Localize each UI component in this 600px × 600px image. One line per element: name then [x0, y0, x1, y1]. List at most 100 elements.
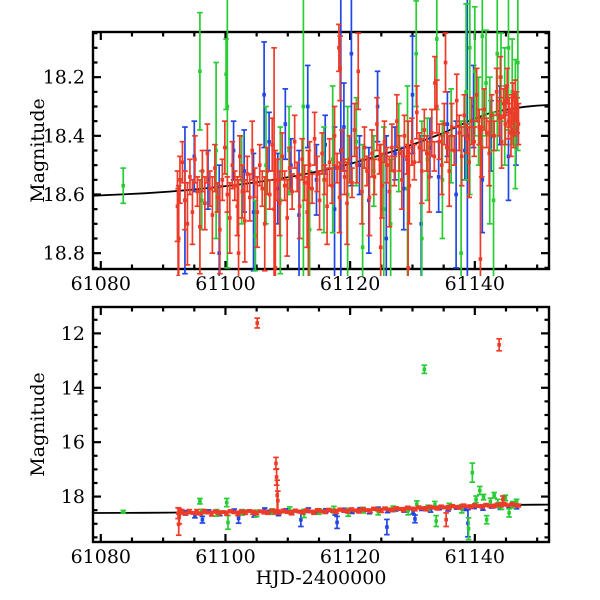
- marker: [330, 157, 335, 162]
- marker: [330, 183, 334, 188]
- data-point: [505, 102, 512, 140]
- marker: [315, 172, 319, 176]
- marker: [515, 113, 520, 118]
- marker: [484, 131, 489, 135]
- marker: [301, 104, 306, 109]
- marker: [471, 104, 476, 109]
- marker: [452, 148, 457, 153]
- marker: [433, 502, 437, 507]
- marker: [422, 367, 427, 372]
- marker: [497, 116, 501, 121]
- marker: [491, 198, 496, 203]
- marker: [472, 139, 476, 144]
- marker: [406, 508, 410, 513]
- marker: [479, 145, 484, 150]
- marker: [199, 198, 204, 203]
- marker: [302, 180, 307, 185]
- marker: [476, 504, 481, 508]
- marker: [393, 151, 397, 156]
- data-point: [471, 126, 477, 158]
- marker: [295, 175, 299, 179]
- marker: [228, 509, 233, 514]
- marker: [353, 508, 357, 513]
- marker: [478, 488, 482, 493]
- marker: [439, 163, 444, 167]
- data-point: [337, 507, 343, 512]
- data-point: [497, 55, 504, 99]
- marker: [274, 461, 278, 466]
- marker: [465, 504, 470, 509]
- marker: [506, 119, 511, 123]
- data-point: [451, 134, 458, 167]
- marker: [224, 511, 229, 515]
- marker: [407, 183, 412, 188]
- marker: [370, 151, 374, 156]
- marker: [247, 195, 252, 200]
- marker: [230, 163, 235, 167]
- data-point: [193, 508, 200, 516]
- marker: [277, 510, 281, 515]
- data-point: [411, 143, 418, 181]
- marker: [514, 500, 519, 504]
- data-point: [301, 0, 306, 276]
- marker: [516, 122, 521, 126]
- marker: [365, 169, 369, 173]
- marker: [338, 66, 342, 71]
- marker: [354, 139, 359, 144]
- marker: [459, 251, 463, 255]
- marker: [264, 163, 268, 167]
- marker: [420, 169, 424, 173]
- data-point: [405, 120, 411, 276]
- marker: [327, 508, 331, 512]
- marker: [300, 157, 304, 162]
- data-point: [246, 173, 253, 222]
- marker: [434, 519, 438, 523]
- marker: [434, 37, 439, 41]
- marker: [225, 192, 230, 197]
- data-point: [421, 364, 428, 375]
- x-tick-label: 61100: [195, 273, 255, 295]
- data-point: [175, 187, 181, 276]
- marker: [454, 192, 458, 197]
- marker: [342, 508, 346, 513]
- marker: [300, 510, 305, 515]
- marker: [350, 510, 354, 514]
- marker: [289, 511, 294, 515]
- marker: [312, 136, 317, 141]
- marker: [360, 189, 364, 194]
- marker: [388, 222, 393, 226]
- marker: [454, 505, 458, 509]
- marker: [511, 95, 515, 100]
- marker: [304, 508, 309, 513]
- marker: [347, 157, 352, 162]
- marker: [228, 216, 232, 220]
- data-point: [307, 509, 314, 514]
- marker: [121, 510, 126, 514]
- marker: [464, 90, 468, 94]
- marker: [377, 157, 382, 162]
- data-point: [199, 515, 206, 524]
- marker: [420, 236, 424, 241]
- marker: [357, 163, 362, 167]
- marker: [210, 213, 215, 217]
- marker: [193, 157, 197, 162]
- data-point: [441, 102, 448, 146]
- marker: [215, 195, 220, 200]
- marker: [413, 517, 417, 521]
- marker: [251, 510, 255, 515]
- marker: [406, 266, 410, 270]
- marker: [411, 510, 415, 514]
- data-point: [242, 510, 249, 516]
- data-point: [514, 96, 521, 134]
- data-point: [336, 23, 342, 73]
- marker: [275, 178, 280, 182]
- marker: [422, 128, 427, 132]
- marker: [502, 502, 507, 507]
- marker: [308, 509, 313, 514]
- marker: [469, 504, 473, 509]
- marker: [416, 505, 421, 510]
- marker: [457, 131, 462, 135]
- red-series: [175, 317, 522, 537]
- data-point: [232, 170, 238, 202]
